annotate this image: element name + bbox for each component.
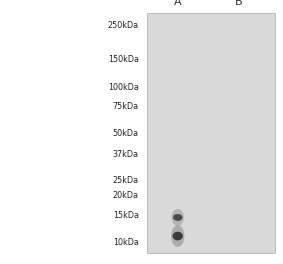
Text: A: A (174, 0, 181, 7)
FancyBboxPatch shape (147, 13, 275, 253)
Ellipse shape (173, 214, 183, 221)
Text: 250kDa: 250kDa (108, 21, 139, 30)
Text: 20kDa: 20kDa (113, 191, 139, 200)
Text: B: B (235, 0, 243, 7)
Text: 37kDa: 37kDa (113, 150, 139, 159)
Text: 100kDa: 100kDa (108, 83, 139, 92)
Text: 25kDa: 25kDa (113, 176, 139, 185)
Text: 10kDa: 10kDa (113, 238, 139, 247)
Text: 50kDa: 50kDa (113, 129, 139, 139)
Ellipse shape (173, 232, 183, 241)
Text: 150kDa: 150kDa (108, 55, 139, 64)
Text: 75kDa: 75kDa (113, 102, 139, 111)
Text: 15kDa: 15kDa (113, 211, 139, 220)
Ellipse shape (171, 225, 184, 247)
Ellipse shape (171, 209, 184, 226)
